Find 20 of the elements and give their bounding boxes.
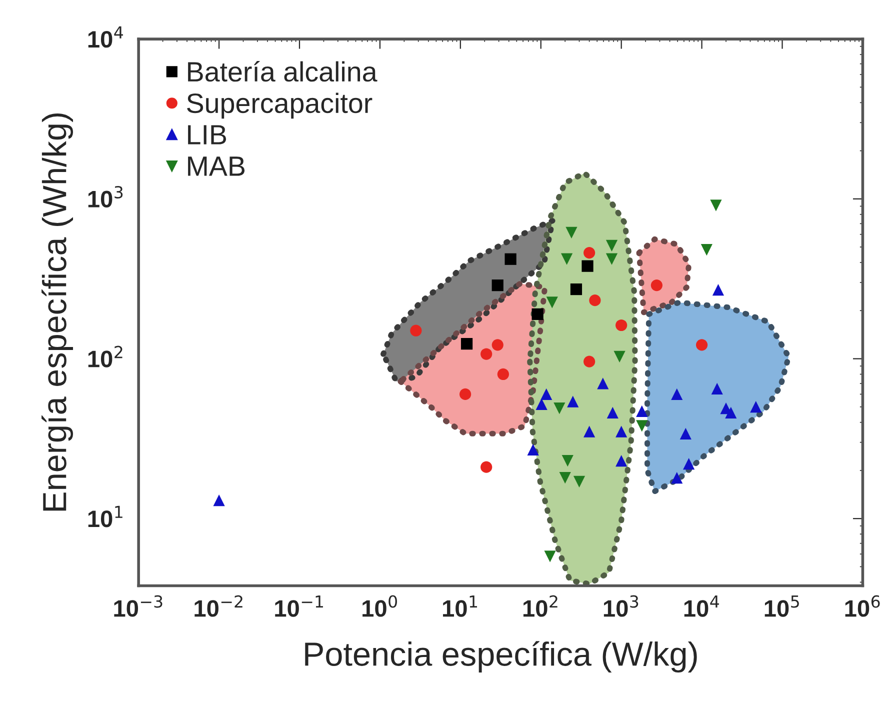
x-tick-label: 10$^{5}$ <box>764 596 799 617</box>
y-tick-label: 10$^{1}$ <box>88 506 122 528</box>
y-axis-title: Energía específica (Wh/kg) <box>42 113 74 511</box>
x-axis-title: Potencia específica (W/kg) <box>305 641 697 673</box>
x-tick-label: 10$^{−3}$ <box>114 595 162 617</box>
x-tick-label: 10$^{1}$ <box>443 596 477 617</box>
x-tick-label: 10$^{0}$ <box>362 595 397 617</box>
x-tick-label: 10$^{3}$ <box>604 595 638 617</box>
y-tick-label: 10$^{4}$ <box>88 26 123 48</box>
x-tick-label: 10$^{4}$ <box>684 596 719 617</box>
legend-label: Batería alcalina <box>188 60 378 82</box>
y-tick-label: 10$^{3}$ <box>88 186 123 208</box>
legend-label: LIB <box>188 125 226 144</box>
x-tick-label: 10$^{−1}$ <box>275 596 323 617</box>
legend-label: Supercapacitor <box>187 92 372 119</box>
x-tick-label: 10$^{−2}$ <box>194 595 242 617</box>
x-tick-label: 10$^{6}$ <box>845 595 880 617</box>
x-tick-label: 10$^{2}$ <box>523 595 558 617</box>
legend-label: MAB <box>188 156 245 176</box>
y-tick-label: 10$^{2}$ <box>88 346 122 368</box>
